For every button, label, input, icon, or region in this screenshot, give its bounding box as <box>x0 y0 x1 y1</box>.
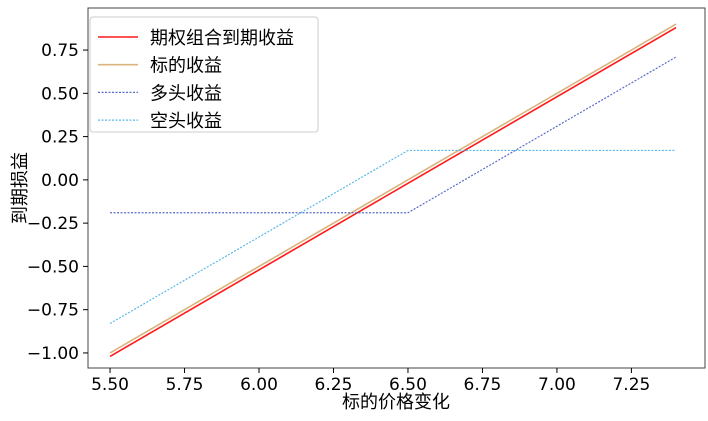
series-line-3 <box>109 149 677 325</box>
y-tick-label: 0.75 <box>41 41 79 61</box>
y-tick-label: −0.50 <box>27 257 79 277</box>
y-tick-label: −1.00 <box>27 344 79 364</box>
y-tick-label: 0.50 <box>41 84 79 104</box>
series-line-2 <box>110 56 677 214</box>
x-tick-label: 6.50 <box>389 375 427 395</box>
x-tick-label: 6.00 <box>240 375 278 395</box>
y-axis-label: 到期损益 <box>10 152 31 224</box>
legend-label: 多头收益 <box>150 83 222 104</box>
legend-box <box>89 16 319 133</box>
y-tick-label: 0.00 <box>41 171 79 191</box>
x-tick-label: 5.50 <box>91 375 129 395</box>
x-tick-label: 6.25 <box>315 375 353 395</box>
y-tick-label: −0.75 <box>27 301 79 321</box>
legend-label: 期权组合到期收益 <box>150 28 294 49</box>
series-line-1 <box>109 23 677 354</box>
series-line-0 <box>109 26 677 358</box>
x-tick-label: 7.25 <box>612 375 650 395</box>
legend-label: 空头收益 <box>150 111 222 132</box>
y-tick-label: −0.25 <box>27 214 79 234</box>
y-tick-label: 0.25 <box>41 128 79 148</box>
legend-label: 标的收益 <box>150 56 222 77</box>
x-tick-label: 6.75 <box>464 375 502 395</box>
x-tick-label: 7.00 <box>538 375 576 395</box>
x-tick-label: 5.75 <box>166 375 204 395</box>
x-axis-label: 标的价格变化 <box>342 392 450 413</box>
